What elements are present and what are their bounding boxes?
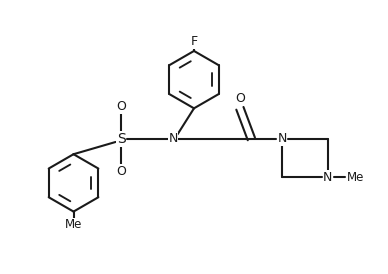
Text: O: O (116, 100, 126, 113)
Text: S: S (117, 132, 126, 146)
Text: N: N (323, 171, 333, 184)
Text: O: O (116, 165, 126, 178)
Text: N: N (168, 132, 178, 145)
Text: Me: Me (347, 171, 364, 184)
Text: O: O (235, 92, 245, 105)
Text: N: N (277, 132, 287, 145)
Text: F: F (191, 35, 197, 48)
Text: Me: Me (65, 218, 82, 232)
